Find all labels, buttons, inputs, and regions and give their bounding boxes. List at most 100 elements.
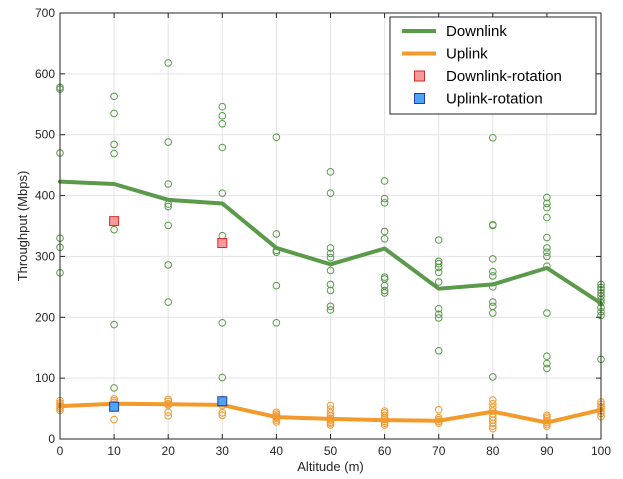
legend-swatch-uplink-rotation [414, 93, 425, 104]
marker-downlink-rotation [109, 216, 120, 227]
downlink-sample-point [380, 227, 389, 236]
downlink-sample-point [326, 249, 335, 258]
uplink-sample-point [110, 415, 118, 424]
downlink-sample-point [218, 143, 227, 152]
downlink-sample-point [380, 281, 389, 290]
uplink-sample-point [489, 424, 497, 433]
downlink-sample-point [218, 373, 227, 382]
uplink-sample-point [164, 408, 172, 417]
downlink-sample-point [110, 92, 118, 101]
x-axis-label: Altitude (m) [297, 459, 363, 474]
x-tick-label-40: 40 [270, 444, 284, 458]
uplink-sample-point [326, 409, 335, 417]
uplink-sample-point [489, 396, 497, 404]
downlink-sample-point [110, 320, 118, 329]
downlink-sample-point [110, 109, 118, 118]
downlink-sample-point [326, 253, 335, 262]
downlink-sample-point [164, 59, 172, 67]
downlink-sample-point [218, 119, 227, 128]
uplink-sample-point [326, 421, 335, 429]
rotation-markers [109, 216, 228, 412]
downlink-sample-point [110, 149, 118, 158]
downlink-sample-point [272, 281, 281, 290]
legend: Downlink Uplink Downlink-rotation Uplink… [389, 16, 597, 115]
downlink-sample-point [434, 257, 443, 266]
y-tick-label-300: 300 [35, 249, 55, 263]
downlink-sample-point [489, 272, 497, 280]
downlink-sample-point [326, 266, 335, 275]
downlink-sample-point [380, 194, 389, 203]
downlink-sample-point [489, 221, 497, 230]
downlink-sample-point [543, 244, 551, 252]
downlink-sample-point [434, 236, 443, 244]
x-tick-label-90: 90 [540, 444, 554, 458]
uplink-sample-point [326, 401, 335, 410]
x-axis-ticks: 0 10 20 30 40 50 60 70 80 90 100 [57, 13, 611, 458]
downlink-sample-point [489, 267, 497, 276]
y-axis-ticks: 0 100 200 300 400 500 600 700 [35, 6, 601, 446]
downlink-sample-point [326, 168, 335, 176]
series-lines [58, 179, 603, 425]
y-axis-label: Throughput (Mbps) [15, 171, 30, 282]
y-tick-label-600: 600 [35, 67, 55, 81]
uplink-sample-point [489, 422, 497, 431]
downlink-sample-point [434, 304, 443, 313]
x-tick-label-30: 30 [216, 444, 230, 458]
downlink-sample-point [543, 199, 551, 208]
downlink-sample-point [272, 318, 281, 327]
legend-label-downlink: Downlink [446, 23, 507, 40]
downlink-sample-point [543, 193, 551, 202]
downlink-sample-point [434, 346, 443, 355]
downlink-sample-point [434, 268, 443, 277]
x-tick-label-50: 50 [324, 444, 338, 458]
uplink-sample-point [164, 412, 172, 420]
uplink-sample-point [218, 409, 227, 417]
x-tick-label-100: 100 [591, 444, 611, 458]
downlink-sample-point [164, 180, 172, 188]
uplink-sample-point [434, 405, 443, 414]
legend-label-uplink-rotation: Uplink-rotation [446, 91, 543, 108]
marker-uplink-rotation [217, 396, 228, 407]
downlink-sample-point [434, 278, 443, 286]
downlink-sample-point [326, 280, 335, 289]
marker-downlink-rotation [217, 238, 228, 249]
downlink-sample-point [434, 259, 443, 268]
x-tick-label-70: 70 [432, 444, 446, 458]
downlink-sample-point [434, 314, 443, 322]
x-tick-label-0: 0 [57, 444, 64, 458]
downlink-sample-point [380, 199, 389, 207]
downlink-sample-point [218, 112, 227, 120]
downlink-sample-point [164, 261, 172, 269]
downlink-sample-point [489, 309, 497, 317]
y-tick-label-400: 400 [35, 189, 55, 203]
downlink-sample-point [543, 233, 551, 242]
uplink-sample-point [489, 419, 497, 427]
downlink-sample-point [326, 244, 335, 252]
x-tick-label-10: 10 [107, 444, 121, 458]
downlink-sample-point [110, 225, 118, 234]
uplink-sample-point [218, 411, 227, 420]
uplink-sample-point [489, 399, 497, 408]
downlink-sample-point [434, 263, 443, 272]
downlink-sample-point [218, 189, 227, 197]
downlink-sample-point [326, 302, 335, 311]
downlink-sample-point [380, 177, 389, 185]
uplink-sample-point [489, 416, 497, 424]
downlink-sample-point [110, 384, 118, 392]
marker-uplink-rotation [109, 401, 120, 412]
downlink-sample-point [543, 252, 551, 261]
downlink-sample-point [110, 140, 118, 149]
downlink-sample-point [489, 133, 497, 142]
legend-swatch-downlink-rotation [414, 70, 425, 82]
legend-label-uplink: Uplink [446, 46, 488, 63]
downlink-sample-point [434, 310, 443, 319]
downlink-sample-point [543, 364, 551, 373]
series-line-downlink [58, 179, 603, 306]
downlink-sample-point [489, 373, 497, 381]
downlink-sample-point [164, 202, 172, 211]
series-line-uplink [58, 401, 603, 425]
downlink-sample-point [326, 189, 335, 197]
downlink-sample-point [543, 309, 551, 317]
downlink-sample-point [218, 318, 227, 327]
